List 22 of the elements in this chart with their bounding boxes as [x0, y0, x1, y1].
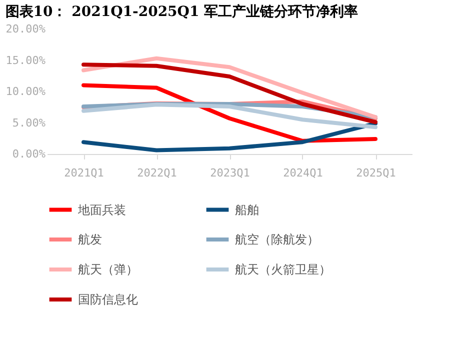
x-tick-label: 2023Q1: [210, 166, 250, 180]
legend-label: 航天（火箭卫星）: [235, 262, 331, 276]
line-series: [82, 121, 378, 152]
line-series: [82, 102, 378, 130]
legend-label: 地面兵装: [77, 202, 126, 217]
legend-label: 航天（弹）: [78, 262, 138, 276]
y-tick-label: 15.00%: [6, 54, 46, 67]
legend-label: 船舶: [235, 202, 259, 217]
legend-label: 航空（除航发）: [235, 232, 319, 246]
legend-label: 国防信息化: [78, 292, 138, 306]
legend-label: 航发: [78, 232, 102, 246]
line-series: [82, 62, 378, 124]
y-tick-label: 20.00%: [6, 22, 46, 36]
y-tick-label: 10.00%: [6, 85, 46, 98]
x-tick-label: 2021Q1: [64, 166, 104, 180]
chart-title: 图表10： 2021Q1-2025Q1 军工产业链分环节净利率: [5, 3, 358, 20]
line-series: [82, 56, 378, 120]
x-tick-label: 2022Q1: [137, 166, 177, 180]
y-tick-label: 0.00%: [12, 148, 46, 160]
x-tick-label: 2024Q1: [283, 166, 323, 180]
y-tick-label: 5.00%: [12, 116, 46, 130]
x-tick-label: 2025Q1: [356, 166, 396, 180]
